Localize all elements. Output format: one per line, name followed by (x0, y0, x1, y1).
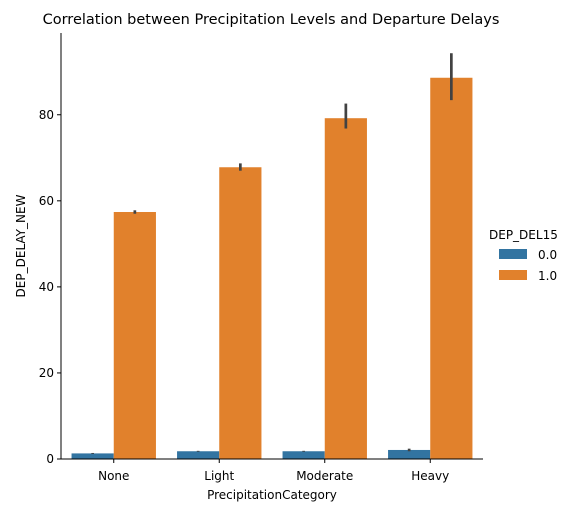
legend: DEP_DEL15 0.0 1.0 (489, 228, 558, 283)
bar (430, 77, 473, 459)
x-tick-label: Moderate (296, 469, 353, 483)
chart-title: Correlation between Precipitation Levels… (43, 12, 500, 28)
bar (177, 451, 220, 459)
y-tick-label: 60 (39, 194, 54, 208)
legend-swatch (499, 270, 527, 280)
y-tick-label: 20 (39, 366, 54, 380)
y-axis-label: DEP_DELAY_NEW (14, 194, 28, 297)
y-tick-label: 0 (46, 452, 54, 466)
bar (71, 453, 114, 459)
plot-area (71, 53, 473, 459)
bar (324, 118, 367, 459)
x-tick-label: Heavy (411, 469, 449, 483)
legend-swatch (499, 249, 527, 259)
legend-label: 1.0 (538, 269, 557, 283)
x-ticks: None Light Moderate Heavy (98, 459, 449, 483)
y-tick-label: 80 (39, 108, 54, 122)
bar (388, 449, 431, 459)
bar (282, 451, 325, 459)
y-ticks: 0 20 40 60 80 (39, 108, 61, 466)
bar (219, 167, 262, 459)
x-tick-label: None (98, 469, 129, 483)
bar (113, 212, 156, 459)
legend-title: DEP_DEL15 (489, 228, 558, 242)
y-tick-label: 40 (39, 280, 54, 294)
x-tick-label: Light (204, 469, 234, 483)
x-axis-label: PrecipitationCategory (207, 488, 337, 502)
legend-label: 0.0 (538, 248, 557, 262)
